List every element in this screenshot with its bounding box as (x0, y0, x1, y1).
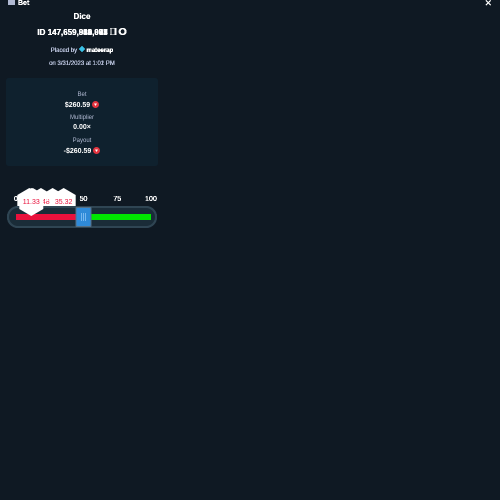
slider-tick-label: 0 (14, 196, 18, 203)
placed_by: Placed by (50, 48, 78, 54)
user[interactable]: mateerap (86, 48, 114, 54)
modal-header: Bet (8, 0, 29, 7)
slider-tick-label: 50 (80, 196, 88, 203)
placed_by: Placed by (50, 48, 78, 54)
slider-tick-label: 75 (113, 196, 121, 203)
slider-tick-label: 0 (14, 196, 18, 203)
detail-value: -$260.59 (0, 147, 164, 155)
detail-label: Multiplier (69, 115, 94, 121)
detail-label: Payout (72, 138, 92, 144)
bet-date: on 3/31/2023 at 1:01 PM (49, 61, 115, 67)
roll-result-label: 35.32 (55, 199, 73, 206)
slider-tick-label: 100 (145, 196, 157, 203)
close-button[interactable]: ✕ (484, 0, 492, 8)
slider-tick-label: 100 (145, 196, 157, 203)
slider-tick-label: 0 (14, 196, 18, 203)
user-icon (78, 46, 85, 52)
copy-icons[interactable] (110, 27, 127, 36)
slider-tick-label: 100 (145, 196, 157, 203)
win-range (83, 214, 151, 220)
value-text: $260.59 (64, 102, 91, 109)
bet-id-text: ID 147,659,932,387 (37, 28, 108, 37)
game-title: Dice (73, 12, 91, 21)
roll-result-marker (19, 188, 44, 216)
user[interactable]: mateerap (86, 48, 114, 54)
bet-id-text: ID 147,659,899,079 (37, 28, 108, 37)
header-text: Bet (18, 0, 30, 7)
close-button[interactable]: ✕ (484, 0, 492, 8)
slider-tick-label: 100 (145, 196, 157, 203)
slider-tick-label: 50 (80, 196, 88, 203)
dice-slider: 0 25 50 75 100 11.33 (7, 188, 157, 228)
close-button[interactable]: ✕ (484, 0, 492, 8)
bet-date: on 3/31/2023 at 1:01 PM (49, 61, 115, 67)
header-text: Bet (18, 0, 30, 7)
slider-tick-label: 75 (113, 196, 121, 203)
placed_by: Placed by (50, 48, 78, 54)
user[interactable]: mateerap (86, 48, 114, 54)
slider-tick-label: 50 (80, 196, 88, 203)
bet-id-text: ID 147,659,920,011 (37, 28, 108, 37)
bet-date: on 3/31/2023 at 1:02 PM (49, 61, 115, 67)
header-text: Bet (18, 0, 30, 7)
bet-date: on 3/31/2023 at 1:01 PM (49, 61, 115, 67)
slider-tick-label: 50 (80, 196, 88, 203)
placed_by: Placed by (50, 48, 78, 54)
bet-date: on 3/31/2023 at 1:01 PM (49, 61, 115, 67)
bet-date: on 3/31/2023 at 1:01 PM (49, 61, 115, 67)
game-title: Dice (73, 12, 91, 21)
bet-id-text: ID 147,659,944,064 (37, 28, 108, 37)
lose-range (16, 214, 84, 220)
header-text: Bet (18, 0, 30, 7)
slider-tick-label: 100 (145, 196, 157, 203)
coin-icon (93, 147, 101, 154)
slider-tick-label: 25 (46, 196, 54, 203)
slider-tick-label: 0 (14, 196, 18, 203)
detail-panel (6, 78, 158, 166)
detail-label: Bet (77, 92, 87, 98)
user[interactable]: mateerap (86, 48, 114, 54)
close-button[interactable]: ✕ (484, 0, 492, 8)
detail-value: 0.00× (0, 124, 164, 131)
user[interactable]: mateerap (86, 48, 114, 54)
game-title: Dice (73, 12, 91, 21)
user[interactable]: mateerap (86, 48, 114, 54)
slider-tick-label: 75 (113, 196, 121, 203)
detail-value: $260.59 (0, 101, 164, 109)
roll-result-label: 11.33 (23, 199, 40, 206)
slider-tick-label: 75 (113, 196, 121, 203)
bet-id-text: ID 147,659,955,993 (37, 28, 108, 37)
slider-tick-label: 0 (14, 196, 18, 203)
slider-tick-label: 25 (46, 196, 54, 203)
placed_by: Placed by (50, 48, 78, 54)
bet-icon (8, 0, 15, 5)
bet-id-text: ID 147,659,913,097 (37, 28, 108, 37)
game-title: Dice (73, 12, 91, 21)
slider-tick-label: 75 (113, 196, 121, 203)
coin-icon (92, 101, 100, 108)
slider-tick-label: 100 (145, 196, 157, 203)
slider-tick-label: 0 (14, 196, 18, 203)
value-text: -$260.59 (63, 148, 92, 155)
value-text: 0.00× (73, 124, 91, 131)
slider-tick-label: 75 (113, 196, 121, 203)
slider-tick-label: 50 (80, 196, 88, 203)
slider-tick-label: 50 (80, 196, 88, 203)
placed-by: Placed by mateerap (0, 46, 164, 54)
placed_by: Placed by (50, 48, 78, 54)
bet-id: ID 147,659,955,993 (0, 27, 164, 37)
